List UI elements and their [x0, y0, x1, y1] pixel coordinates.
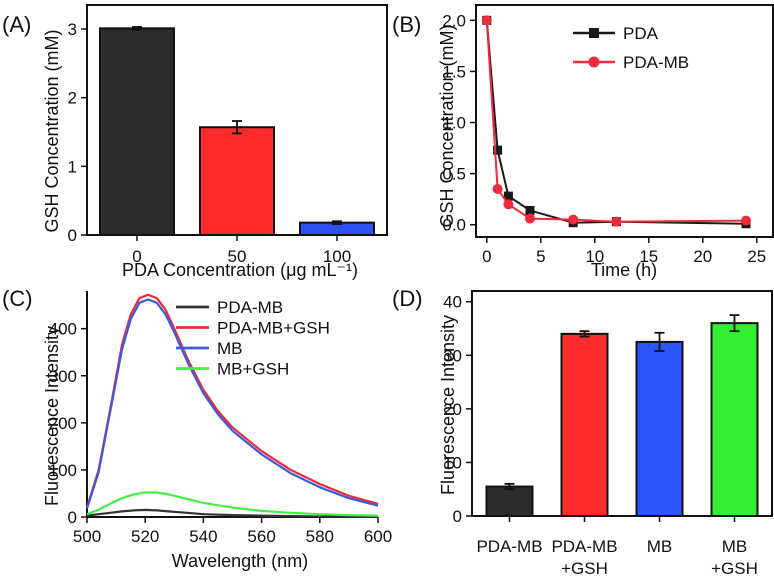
panel-b-xtick-label-3: 15: [639, 247, 658, 266]
panel-c-ytick-label-1: 100: [49, 461, 77, 480]
panel-b-series-1: [485, 20, 747, 223]
panel-a-ytick-label-1: 1: [68, 157, 77, 176]
panel-a-ytick-label-0: 0: [68, 226, 77, 245]
panel-c-series-1: [85, 293, 379, 508]
panel-d-bar-2: [635, 340, 684, 517]
panel-c-legend-label-2: MB: [217, 339, 243, 358]
panel-b-legend-marker-0: [589, 28, 599, 38]
panel-c-xtick-label-2: 540: [189, 527, 217, 546]
panel-d-ytick-label-3: 30: [443, 346, 462, 365]
panel-b-point-1-1: [492, 183, 503, 194]
panel-c-ytick-label-2: 200: [49, 414, 77, 433]
panel-c-label: (C): [2, 286, 33, 311]
panel-c-ytick-label-0: 0: [68, 508, 77, 527]
panel-d-xtick-label-line-3-0: MB: [722, 537, 748, 556]
panel-a: (A) 0 1 2 3 0 50 100 PDA Concentration (μg mL⁻…: [2, 4, 388, 280]
panel-c-ytick-label-4: 400: [49, 320, 77, 339]
panel-c-legend-label-0: PDA-MB: [217, 298, 283, 317]
panel-a-xtick-label-line-0-0: 0: [132, 247, 141, 266]
panel-b-point-0-2: [503, 191, 513, 201]
panel-d-xtick-label-0: PDA-MB: [476, 537, 542, 556]
panel-a-xlabel: PDA Concentration (μg mL⁻¹): [122, 260, 358, 280]
panel-b-ytick-label-3: 1.5: [442, 62, 466, 81]
panel-d-ytick-label-1: 10: [443, 453, 462, 472]
panel-c-xtick-label-0: 500: [73, 527, 101, 546]
panel-b-point-1-2: [503, 199, 514, 210]
panel-d-bar-3: [710, 322, 759, 517]
panel-d-xtick-label-line-1-1: +GSH: [561, 559, 608, 577]
panel-b-ylabel: GSH Concentration (mM): [437, 24, 457, 227]
panel-d-xtick-label-3: MB +GSH: [711, 537, 758, 577]
panel-c-series-0: [86, 508, 379, 519]
panel-a-ytick-label-3: 3: [68, 20, 77, 39]
panel-c-xtick-label-3: 560: [247, 527, 275, 546]
panel-b-legend-label-0: PDA: [623, 24, 659, 43]
panel-d-bar-1: [560, 332, 609, 517]
panel-c: (C) 0 100 200 300 400 500 520 540 560 580 600 PDA-M…: [2, 286, 392, 571]
panel-d-frame: [471, 290, 773, 517]
panel-a-label: (A): [2, 12, 31, 37]
panel-d-bar-0: [485, 485, 534, 517]
panel-a-xtick-label-line-2-0: 100: [323, 247, 351, 266]
panel-c-ytick-label-3: 300: [49, 367, 77, 386]
panel-c-xtick-label-1: 520: [131, 527, 159, 546]
panel-b-point-0-1: [493, 145, 503, 155]
panel-d-ytick-label-0: 0: [453, 507, 462, 526]
panel-d-xtick-label-line-0-0: PDA-MB: [476, 537, 542, 556]
panel-b-point-0-3: [525, 205, 535, 215]
panel-b-point-1-3: [525, 213, 535, 224]
panel-d-ylabel: Fluorescence Intensity: [438, 315, 458, 495]
panel-b-ytick-label-2: 1.0: [442, 114, 466, 133]
panel-d-ytick-label-2: 20: [443, 400, 462, 419]
panel-c-series-2: [85, 298, 379, 509]
panel-c-legend-label-3: MB+GSH: [217, 360, 289, 379]
panel-a-ytick-label-2: 2: [68, 89, 77, 108]
panel-b-label: (B): [392, 12, 421, 37]
panel-b-legend-label-1: PDA-MB: [623, 53, 689, 72]
panel-b-point-1-6: [741, 215, 751, 226]
panel-b-frame: [475, 4, 774, 238]
panel-b-xtick-label-0: 0: [482, 247, 491, 266]
panel-a-ylabel: GSH Concentration (mM): [42, 29, 62, 232]
panel-c-series-3: [86, 491, 379, 517]
panel-a-xtick-label-line-1-0: 50: [228, 247, 247, 266]
panel-a-xtick-label-0: 0: [132, 247, 141, 266]
panel-a-bar-1: [199, 126, 275, 236]
panel-b: (B) 0.0 0.5 1.0 1.5 2.0 0 5 10 15 20 25 PDA PDA-MB T…: [392, 4, 774, 280]
panel-b-xtick-label-5: 25: [747, 247, 766, 266]
panel-c-xtick-label-4: 580: [306, 527, 334, 546]
panel-d-xtick-label-2: MB: [647, 537, 673, 556]
panel-d-xtick-label-line-2-0: MB: [647, 537, 673, 556]
panel-b-series-0: [485, 20, 747, 225]
panel-d-xtick-label-line-3-1: +GSH: [711, 559, 758, 577]
panel-a-xtick-label-1: 50: [228, 247, 247, 266]
panel-b-point-1-5: [611, 216, 622, 227]
panel-a-bar-0: [99, 27, 175, 237]
panel-b-point-1-0: [481, 15, 492, 26]
panel-d-ytick-label-4: 40: [443, 293, 462, 312]
panel-c-legend-label-1: PDA-MB+GSH: [217, 319, 330, 338]
panel-c-ylabel: Fluorescence Intensity: [42, 326, 62, 506]
panel-b-ytick-label-0: 0.0: [442, 216, 466, 235]
panel-b-legend-marker-1: [588, 56, 600, 68]
panel-a-xtick-label-2: 100: [323, 247, 351, 266]
panel-b-ytick-label-1: 0.5: [442, 165, 466, 184]
panel-c-xtick-label-5: 600: [364, 527, 392, 546]
panel-b-point-1-4: [568, 214, 579, 225]
panel-d-xtick-label-line-1-0: PDA-MB: [551, 537, 617, 556]
panel-d-xtick-label-1: PDA-MB +GSH: [551, 537, 617, 577]
panel-b-ytick-label-4: 2.0: [442, 11, 466, 30]
panel-d: (D) 0 10 20 30 40 PDA-MB PDA-MB +GSH MB MB +GSH Fl…: [392, 286, 773, 577]
panel-d-label: (D): [392, 286, 423, 311]
panel-b-xtick-label-4: 20: [693, 247, 712, 266]
panel-b-xtick-label-2: 10: [585, 247, 604, 266]
panel-b-xtick-label-1: 5: [536, 247, 545, 266]
panel-b-xlabel: Time (h): [591, 260, 657, 280]
panel-c-xlabel: Wavelength (nm): [172, 551, 308, 571]
